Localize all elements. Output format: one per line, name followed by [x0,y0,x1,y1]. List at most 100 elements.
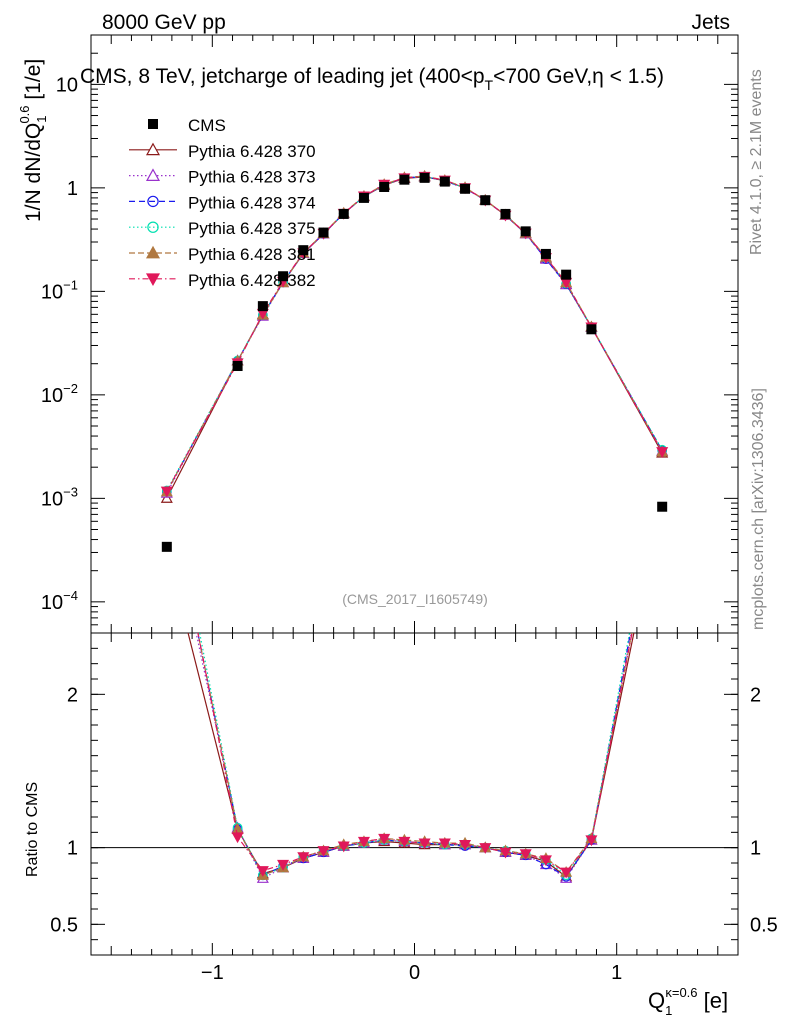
cms-data-point [520,226,531,237]
series-point-p382 [160,486,173,498]
ratio-point-p370 [657,490,667,499]
x-tick-label: 0 [409,962,420,984]
legend-label-p382: Pythia 6.428 382 [188,271,316,290]
ratio-point-p382 [231,832,244,844]
ratio-point-p381 [657,475,667,484]
ratio-tick-label: 2 [67,684,78,706]
y-label-unit: [1/e] [22,59,45,106]
x-label-unit: [e] [698,988,729,1013]
legend-label-p370: Pythia 6.428 370 [188,142,316,161]
cms-data-point [399,174,410,185]
ratio-point-p381 [162,475,172,484]
cms-data-point [439,176,450,187]
y-label-sub: 1 [34,116,49,123]
y-tick-label: 10 [56,74,78,96]
y-tick-label: 10−4 [41,588,78,614]
ratio-line-p381 [197,633,633,877]
ratio-point-p382 [418,838,431,850]
cms-data-point [540,248,551,259]
ratio-point-p382 [398,836,411,848]
ratio-point-p382 [438,838,451,850]
top-series-group [160,169,669,552]
cms-data-point [318,227,329,238]
ratio-point-p382 [539,855,552,867]
cms-data-point [257,301,268,312]
cms-data-point [460,183,471,194]
header-category: Jets [691,11,730,34]
series-layer [160,169,669,883]
x-tick-label: −1 [201,962,224,984]
legend-marker-p370 [145,142,161,156]
analysis-id: (CMS_2017_I1605749) [342,591,488,607]
ratio-point-p374 [658,460,667,469]
legend-marker-p375 [147,221,159,233]
y-label-main: 1/N dN/dQ [22,123,45,222]
cms-data-point [358,192,369,203]
ratio-point-p382 [357,836,370,848]
ratio-point-p382 [459,839,472,851]
x-label-sup: κ=0.6 [665,985,697,1000]
legend-label-p381: Pythia 6.428 381 [188,245,316,264]
ratio-series-group [162,460,667,883]
cms-data-point [500,208,511,219]
ratio-point-p373 [657,467,667,476]
chart-title-main: CMS, 8 TeV, jetcharge of leading jet (40… [80,65,485,88]
ratio-point-p382 [256,866,269,877]
cms-data-point [338,208,349,219]
y-tick-label: 1 [67,178,78,200]
cms-data-point [561,269,572,280]
legend-marker-p381 [145,245,161,259]
chart-title-sub: T [485,77,494,93]
ratio-point-p382 [337,841,350,853]
cms-data-point [232,361,243,372]
x-axis-label: Q1 κ=0.6 [e] [648,985,728,1018]
rivet-version: Rivet 4.1.0, ≥ 2.1M events [748,69,765,255]
ratio-point-p382 [378,833,391,845]
cms-data-point [657,501,668,512]
y-tick-label: 10−1 [41,277,78,303]
y-tick-label: 10−2 [41,381,78,407]
cms-data-point [161,541,172,552]
ratio-line-p373 [195,633,632,880]
ratio-point-p382 [499,847,512,859]
ratio-tick-label-right: 1 [750,838,761,860]
ratio-point-p382 [317,846,330,857]
ratio-point-p382 [585,835,598,847]
y-axis-label-top: 1/N dN/dQ10.6 [1/e] [17,59,49,222]
x-tick-label: 1 [611,962,622,984]
chart-title: CMS, 8 TeV, jetcharge of leading jet (40… [80,65,664,93]
mcplots-citation: mcplots.cern.ch [arXiv:1306.3436] [750,388,767,630]
axes-layer: −1 0 1 10 1 10−1 10−2 10−3 10−4 0.5 0.5 1 1 2 2 [41,34,778,984]
legend-label-cms: CMS [188,116,226,135]
ratio-tick-label-right: 2 [750,684,761,706]
x-label-sub: 1 [665,1003,672,1018]
ratio-tick-label: 1 [67,838,78,860]
ratio-point-p382 [297,852,310,864]
ratio-tick-label-right: 0.5 [750,914,778,936]
cms-data-point [480,195,491,206]
legend: CMS Pythia 6.428 370 Pythia 6.428 373 Pythi… [129,116,316,290]
ratio-point-p374 [163,475,172,484]
cms-data-point [419,172,430,183]
legend-marker-p374 [147,195,159,208]
ratio-point-p382 [657,476,667,485]
cms-data-point [298,245,309,256]
ratio-point-p382 [519,849,532,861]
legend-label-p373: Pythia 6.428 373 [188,168,316,187]
x-label-main: Q [648,988,665,1013]
ratio-point-p375 [163,460,172,469]
ratio-panel-frame [90,632,739,956]
y-label-sup: 0.6 [17,105,32,123]
ratio-line-p375 [199,633,631,877]
legend-label-p375: Pythia 6.428 375 [188,219,316,238]
legend-marker-cms [148,119,158,129]
ratio-line-p370 [187,633,635,878]
cms-data-point [586,324,597,335]
y-tick-label: 10−3 [41,484,78,510]
ratio-point-p382 [560,867,573,879]
ratio-point-p382 [162,468,172,477]
legend-label-p374: Pythia 6.428 374 [188,193,316,212]
ratio-tick-label: 0.5 [50,914,78,936]
header-energy: 8000 GeV pp [102,11,226,34]
